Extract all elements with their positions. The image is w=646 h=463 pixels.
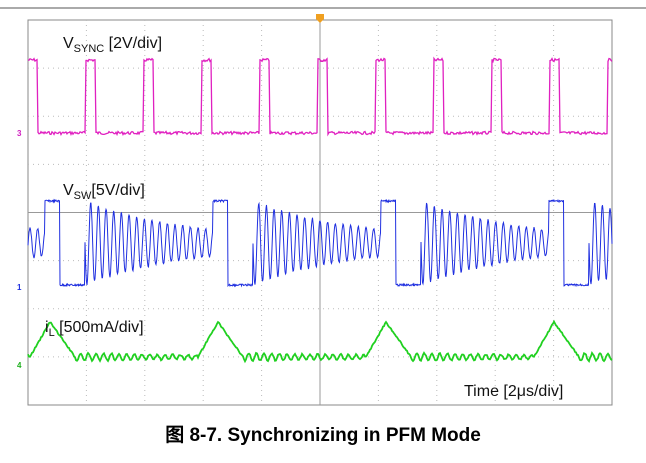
il-label-scale: [500mA/div]	[55, 319, 144, 336]
scope-grid	[27, 19, 613, 406]
trigger-marker	[316, 14, 324, 23]
sw-label-scale: [5V/div]	[91, 182, 144, 199]
time-label: Time [2μs/div]	[464, 383, 563, 400]
il-trace	[27, 319, 613, 364]
waveforms	[27, 56, 613, 364]
sync-label-scale: [2V/div]	[104, 35, 162, 52]
caption: 图 8-7. Synchronizing in PFM Mode	[165, 424, 481, 446]
sync-trace	[27, 56, 613, 137]
il-label-main: i	[45, 319, 49, 336]
il-label: iL [500mA/div]	[45, 319, 144, 339]
il-label-sub: L	[49, 327, 55, 339]
sync-marker: 3	[17, 129, 22, 138]
sync-label-sub: SYNC	[74, 43, 105, 55]
sync-label-main: V	[63, 35, 74, 52]
sw-label-main: V	[63, 182, 74, 199]
sw-label-sub: SW	[74, 190, 92, 202]
sync-label: VSYNC [2V/div]	[63, 35, 162, 55]
sw-trace	[27, 198, 613, 288]
sw-label: VSW[5V/div]	[63, 182, 145, 202]
il-marker: 4	[17, 361, 22, 370]
sw-marker: 1	[17, 283, 22, 292]
